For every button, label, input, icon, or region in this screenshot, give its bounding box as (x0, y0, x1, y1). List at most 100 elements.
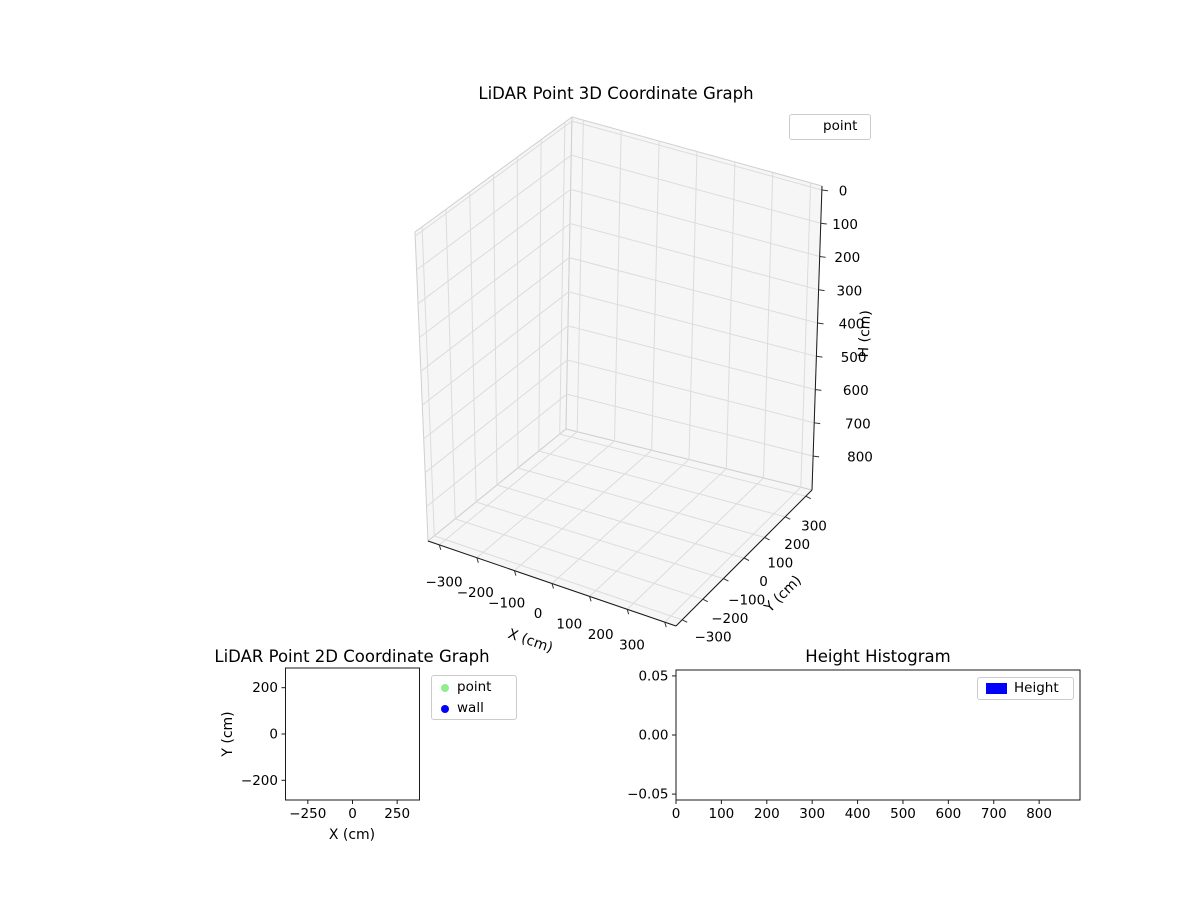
plot2d-x-tick-label: 250 (384, 806, 410, 822)
plot3d-z-tick-label: 500 (841, 350, 867, 366)
plot3d-y-tick-label: 300 (801, 519, 827, 535)
plot3d-y-tick-label: 0 (759, 574, 768, 590)
plot3d-x-tick (513, 570, 517, 576)
plot3d-y-tick-label: −100 (728, 593, 765, 609)
hist-x-tick-label: 100 (709, 806, 735, 822)
plot3d-x-tick (438, 544, 442, 551)
plot3d-z-tick (819, 256, 826, 258)
hist-y-tick-label: 0.05 (638, 668, 668, 684)
plot3d-zaxis-label: H (cm) (856, 310, 874, 358)
legend-entry-point: point (432, 677, 516, 698)
legend-label-wall: wall (457, 699, 484, 716)
hist-x-tick-label: 600 (936, 806, 962, 822)
plot3d-y-tick-label: −300 (694, 630, 731, 646)
plot3d-z-tick (814, 422, 821, 425)
hist-y-tick-label: 0.00 (638, 728, 668, 744)
plot3d-gridline-y (516, 157, 765, 538)
point-marker-icon (441, 683, 449, 692)
plot3d-title: LiDAR Point 3D Coordinate Graph (478, 84, 754, 103)
plot3d-gridline-x (589, 161, 736, 597)
hist-x-tick-label: 800 (1026, 806, 1052, 822)
plot3d-gridline-y (421, 226, 683, 621)
plot3d-pane-right (565, 116, 823, 491)
hist-x-tick-label: 400 (845, 806, 871, 822)
plot3d-y-tick (784, 516, 791, 520)
plot3d-gridline-x (626, 172, 774, 610)
plot3d-x-tick (664, 621, 667, 628)
plot3d-gridline-y (538, 139, 786, 518)
plot3d-x-tick (476, 557, 479, 563)
legend-entry-point: point (790, 115, 870, 139)
plot3d-gridline-z (421, 291, 817, 406)
plot2d-legend: point wall (431, 675, 517, 720)
hist-title: Height Histogram (805, 647, 951, 666)
hist-y-tick-label: −0.05 (627, 787, 668, 803)
plot3d-z-tick-label: 800 (847, 450, 873, 466)
hist-x-tick-label: 200 (754, 806, 780, 822)
plot3d-z-tick-label: 0 (839, 184, 848, 200)
plot3d-x-tick (589, 596, 592, 602)
plot3d-y-tick (702, 598, 709, 603)
plot3d-gridline-z (424, 359, 815, 474)
plot3d-y-tick (764, 536, 770, 541)
legend-entry-height: Height (978, 678, 1073, 699)
plot3d-x-tick-label: 100 (556, 617, 582, 633)
plot2d-y-tick-label: −200 (241, 773, 278, 789)
plot2d-x-tick-label: −250 (289, 806, 326, 822)
plot2d-y-tick-label: 200 (252, 680, 278, 696)
plot3d-z-tick-label: 400 (839, 317, 865, 333)
legend-entry-wall: wall (432, 698, 516, 719)
plot3d-x-tick-label: 0 (534, 606, 543, 622)
plot3d-z-tick (818, 289, 825, 292)
plot3d-z-tick-label: 700 (845, 416, 871, 432)
plot3d-z-tick (820, 222, 827, 225)
plot3d-gridline-y (559, 122, 806, 497)
plot3d-y-tick (681, 619, 688, 623)
legend-label-point: point (457, 678, 492, 695)
plot2d-yaxis-label: Y (cm) (220, 711, 236, 757)
plot2d-title: LiDAR Point 2D Coordinate Graph (214, 647, 490, 666)
plot3d-gridline-x (664, 182, 812, 623)
plot3d-y-tick (743, 557, 750, 561)
plot3d-gridline-y (493, 174, 745, 559)
plot3d-y-tick-label: 100 (767, 556, 793, 572)
plot3d-x-tick-label: −100 (488, 596, 525, 612)
wall-marker-icon (441, 704, 449, 713)
plot3d-gridline-x (438, 120, 584, 546)
plot3d-gridline-z (420, 257, 818, 372)
plot3d-z-tick-label: 100 (832, 217, 858, 233)
plot3d-gridline-x (476, 130, 622, 559)
plot3d-z-tick (813, 455, 820, 458)
hist-legend: Height (977, 677, 1074, 700)
plot3d-y-tick (805, 495, 812, 500)
plot3d-gridline-z (426, 393, 814, 507)
plot2d-x-tick-label: 0 (348, 806, 357, 822)
hist-x-tick-label: 0 (672, 806, 681, 822)
plot3d-y-tick-label: 200 (784, 537, 810, 553)
plot3d-gridline-z (414, 120, 823, 237)
hist-x-tick-label: 700 (981, 806, 1007, 822)
hist-x-tick-label: 300 (799, 806, 825, 822)
plot3d-x-tick-label: 300 (619, 638, 645, 654)
plot3d-gridline-z (416, 154, 821, 271)
plot3d-z-tick (817, 322, 824, 325)
plot3d-x-tick (551, 583, 554, 589)
plot3d-z-tick-label: 600 (843, 383, 869, 399)
legend-label-point: point (823, 118, 858, 135)
plot3d-gridline-z (419, 222, 819, 338)
plot2d-y-tick-label: 0 (269, 727, 278, 743)
plot3d-gridline-x (514, 140, 660, 571)
plot3d-y-tick-label: −200 (711, 611, 748, 627)
plot3d-y-tick (723, 578, 729, 582)
plot2d-xaxis-label: X (cm) (328, 827, 376, 843)
plot3d-z-tick (821, 189, 828, 192)
height-patch-icon (986, 683, 1007, 694)
plot3d-gridline-y (469, 191, 724, 580)
plot3d-z-axis-line (811, 185, 823, 491)
plot3d-x-tick (626, 609, 630, 615)
plot3d-gridline-z (423, 325, 816, 440)
plot3d-z-tick (816, 355, 823, 358)
plot3d-z-tick (815, 389, 822, 391)
